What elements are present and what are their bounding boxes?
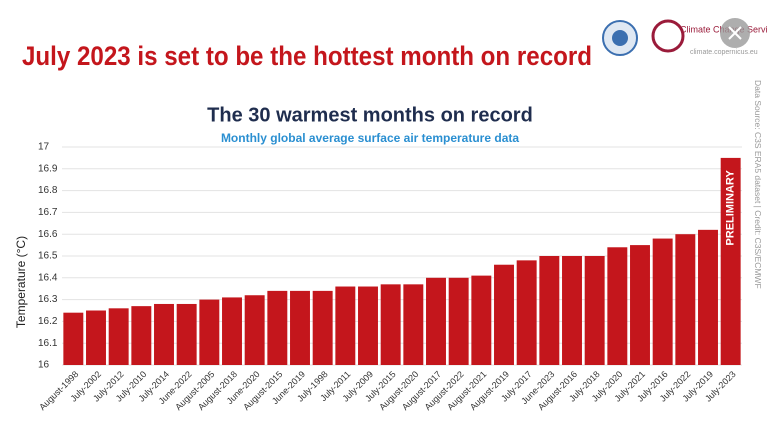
- bar: [63, 312, 84, 365]
- bar: [154, 303, 174, 365]
- bar: [176, 303, 197, 365]
- bar: [607, 247, 628, 365]
- bar: [698, 229, 718, 365]
- bar: [426, 277, 446, 365]
- y-tick-label: 16.3: [38, 294, 58, 305]
- y-tick-label: 16.2: [38, 316, 58, 327]
- bar: [562, 256, 582, 365]
- bar: [516, 260, 537, 365]
- close-icon: [728, 26, 742, 40]
- y-tick-label: 16.9: [38, 163, 58, 174]
- y-tick-label: 16.6: [38, 229, 58, 240]
- bar: [630, 245, 650, 365]
- bar: [539, 256, 560, 365]
- bar: [267, 290, 288, 365]
- bar: [131, 306, 152, 365]
- bar: [471, 275, 492, 365]
- headline: July 2023 is set to be the hottest month…: [22, 41, 592, 71]
- bar: [312, 290, 333, 365]
- logos: Climate Change Service climate.copernicu…: [602, 18, 767, 56]
- y-axis-label: Temperature (°C): [14, 236, 28, 328]
- source: Data Source: C3S ERA5 dataset | Credit: …: [753, 80, 763, 289]
- y-tick-label: 16.7: [38, 207, 58, 218]
- bar: [403, 284, 424, 365]
- y-tick-label: 17: [38, 142, 50, 153]
- chart-subtitle: Monthly global average surface air tempe…: [221, 131, 519, 145]
- y-tick-label: 16.8: [38, 185, 58, 196]
- bar: [290, 290, 310, 365]
- y-tick-label: 16.5: [38, 251, 58, 262]
- bar: [222, 297, 242, 365]
- bar: [380, 284, 401, 365]
- bar: [335, 286, 356, 365]
- bar: [244, 295, 265, 365]
- annotation: PRELIMINARY: [725, 170, 737, 246]
- bar: [199, 299, 220, 365]
- y-tick-label: 16: [38, 360, 50, 371]
- bar: [108, 308, 129, 365]
- logo-url: climate.copernicus.eu: [690, 49, 758, 56]
- bar: [494, 264, 514, 365]
- bar: [584, 256, 605, 365]
- bar: [86, 310, 106, 365]
- bar: [675, 234, 696, 365]
- y-tick-label: 16.4: [38, 272, 58, 283]
- y-tick-label: 16.1: [38, 338, 58, 349]
- bar: [720, 157, 741, 365]
- bar: [652, 238, 673, 365]
- bar: [358, 286, 378, 365]
- bar: [448, 277, 469, 365]
- chart-title: The 30 warmest months on record: [207, 104, 533, 126]
